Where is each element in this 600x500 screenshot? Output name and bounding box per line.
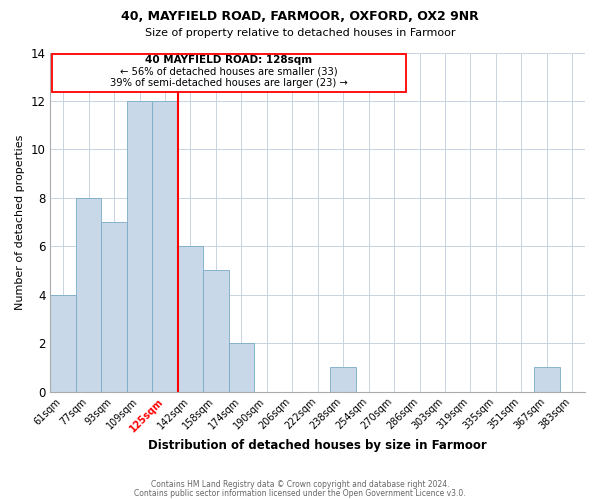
Text: 40, MAYFIELD ROAD, FARMOOR, OXFORD, OX2 9NR: 40, MAYFIELD ROAD, FARMOOR, OXFORD, OX2 … bbox=[121, 10, 479, 23]
Bar bbox=[152, 101, 178, 392]
Bar bbox=[331, 368, 356, 392]
Text: Size of property relative to detached houses in Farmoor: Size of property relative to detached ho… bbox=[145, 28, 455, 38]
Bar bbox=[178, 246, 203, 392]
Text: ← 56% of detached houses are smaller (33): ← 56% of detached houses are smaller (33… bbox=[120, 66, 337, 76]
FancyBboxPatch shape bbox=[52, 54, 406, 92]
Y-axis label: Number of detached properties: Number of detached properties bbox=[15, 134, 25, 310]
Text: 39% of semi-detached houses are larger (23) →: 39% of semi-detached houses are larger (… bbox=[110, 78, 347, 88]
Bar bbox=[229, 343, 254, 392]
Text: Contains public sector information licensed under the Open Government Licence v3: Contains public sector information licen… bbox=[134, 488, 466, 498]
X-axis label: Distribution of detached houses by size in Farmoor: Distribution of detached houses by size … bbox=[148, 440, 487, 452]
Bar bbox=[101, 222, 127, 392]
Bar bbox=[127, 101, 152, 392]
Bar bbox=[76, 198, 101, 392]
Bar bbox=[50, 294, 76, 392]
Text: 40 MAYFIELD ROAD: 128sqm: 40 MAYFIELD ROAD: 128sqm bbox=[145, 56, 312, 66]
Text: Contains HM Land Registry data © Crown copyright and database right 2024.: Contains HM Land Registry data © Crown c… bbox=[151, 480, 449, 489]
Bar bbox=[534, 368, 560, 392]
Bar bbox=[203, 270, 229, 392]
